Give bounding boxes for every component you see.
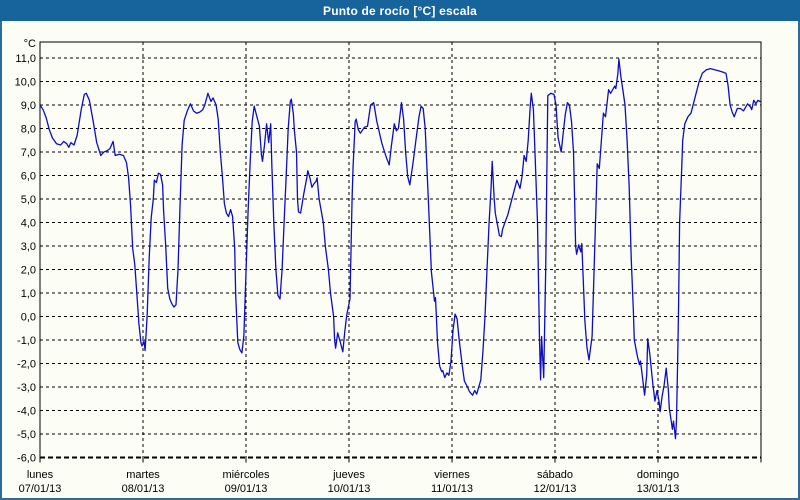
x-day-name-label: viernes [434, 469, 470, 481]
y-tick-label: 10,0 [15, 77, 36, 89]
y-tick-label: -6,0 [17, 453, 36, 465]
chart-title-bar: Punto de rocío [°C] escala [0, 0, 800, 21]
y-tick-label: -2,0 [17, 359, 36, 371]
y-tick-label: 2,0 [21, 265, 36, 277]
x-day-date-label: 11/01/13 [431, 483, 473, 495]
x-day-name-label: lunes [27, 469, 54, 481]
y-tick-label: 6,0 [21, 171, 36, 183]
x-day-date-label: 09/01/13 [225, 483, 268, 495]
y-axis-unit-label: °C [24, 38, 36, 50]
y-tick-label: -1,0 [17, 335, 36, 347]
x-day-name-label: miércoles [222, 469, 270, 481]
y-tick-label: 11,0 [15, 53, 36, 65]
y-tick-label: 0,0 [21, 312, 36, 324]
x-day-date-label: 12/01/13 [534, 483, 577, 495]
y-tick-label: 9,0 [21, 100, 36, 112]
y-tick-label: 1,0 [21, 288, 36, 300]
x-day-name-label: martes [126, 469, 160, 481]
x-day-name-label: sábado [537, 469, 573, 481]
plot-border [39, 41, 762, 458]
y-tick-label: -5,0 [17, 429, 36, 441]
y-tick-label: -3,0 [17, 382, 36, 394]
x-day-name-label: domingo [637, 469, 679, 481]
x-day-date-label: 13/01/13 [637, 483, 680, 495]
y-tick-label: -4,0 [17, 406, 36, 418]
dewpoint-series-line [39, 58, 761, 440]
y-tick-label: 8,0 [21, 124, 36, 136]
x-day-name-label: jueves [332, 469, 365, 481]
x-day-date-label: 10/01/13 [328, 483, 371, 495]
x-day-date-label: 07/01/13 [19, 483, 62, 495]
y-tick-label: 5,0 [21, 194, 36, 206]
y-tick-label: 4,0 [21, 218, 36, 230]
y-tick-label: 7,0 [21, 147, 36, 159]
x-day-date-label: 08/01/13 [122, 483, 165, 495]
y-tick-label: 3,0 [21, 241, 36, 253]
chart-title: Punto de rocío [°C] escala [322, 3, 478, 18]
